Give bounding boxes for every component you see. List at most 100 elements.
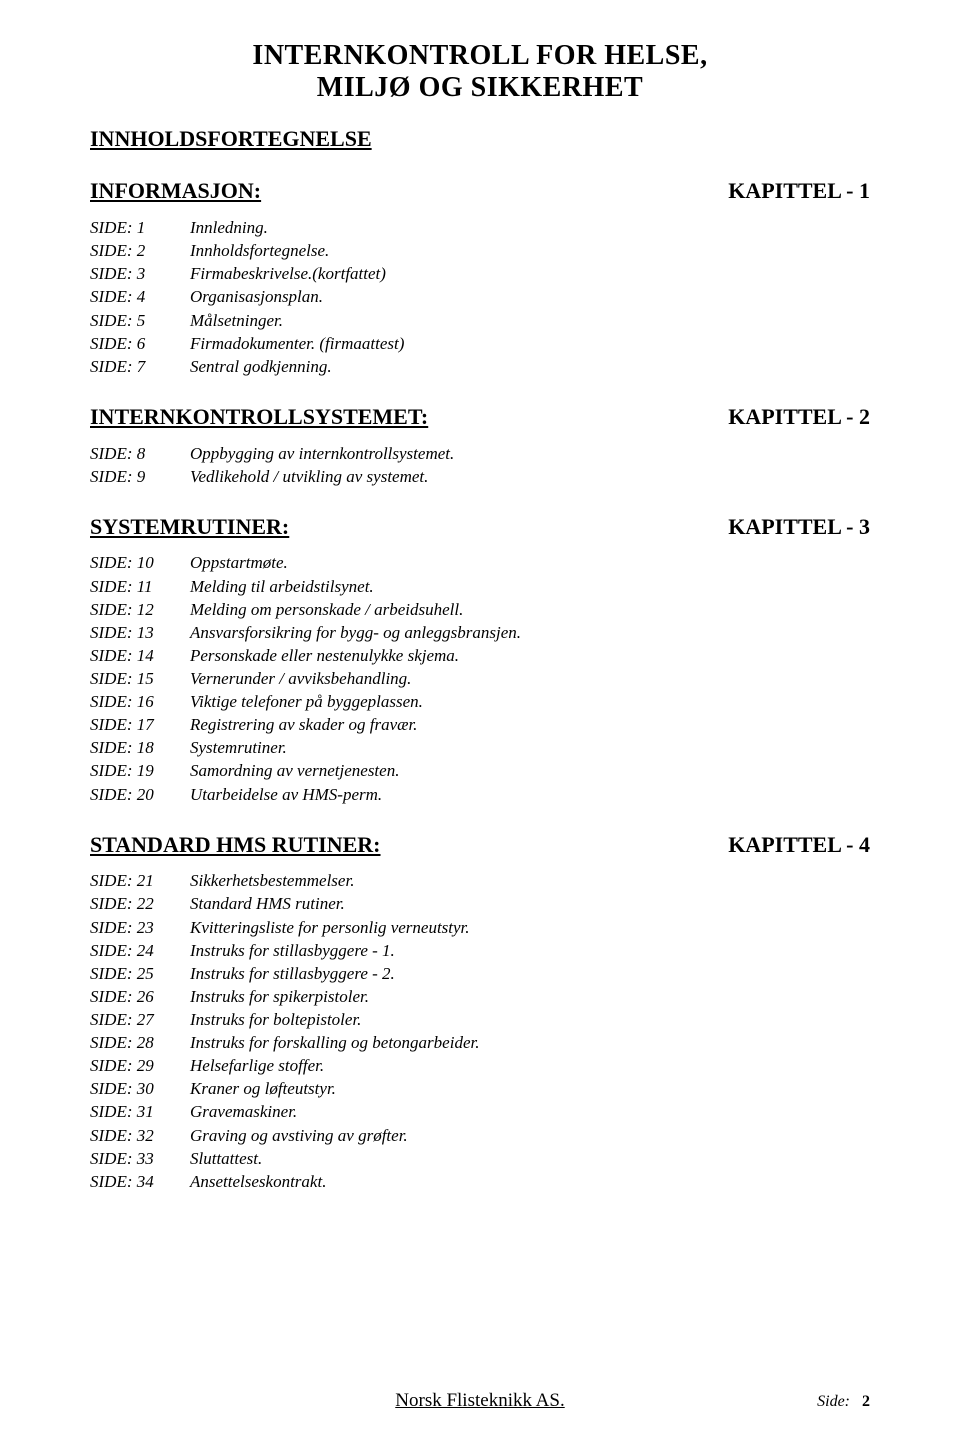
- toc-row: SIDE: 9Vedlikehold / utvikling av system…: [90, 465, 870, 488]
- chapter-label: KAPITTEL - 4: [728, 830, 870, 860]
- toc-row: SIDE: 33Sluttattest.: [90, 1147, 870, 1170]
- side-label: SIDE: 31: [90, 1100, 190, 1123]
- toc-row: SIDE: 6Firmadokumenter. (firmaattest): [90, 332, 870, 355]
- side-label: SIDE: 23: [90, 916, 190, 939]
- side-description: Firmabeskrivelse.(kortfattet): [190, 262, 386, 285]
- side-label: SIDE: 11: [90, 575, 190, 598]
- toc-row: SIDE: 16Viktige telefoner på byggeplasse…: [90, 690, 870, 713]
- toc-row: SIDE: 13Ansvarsforsikring for bygg- og a…: [90, 621, 870, 644]
- section-header-row: STANDARD HMS RUTINER: KAPITTEL - 4: [90, 808, 870, 870]
- side-label: SIDE: 30: [90, 1077, 190, 1100]
- toc-row: SIDE: 34Ansettelseskontrakt.: [90, 1170, 870, 1193]
- toc-row: SIDE: 26Instruks for spikerpistoler.: [90, 985, 870, 1008]
- sections-container: INFORMASJON:KAPITTEL - 1SIDE: 1Innlednin…: [90, 162, 870, 1192]
- section-header-row: SYSTEMRUTINER:KAPITTEL - 3: [90, 490, 870, 552]
- toc-row: SIDE: 22Standard HMS rutiner.: [90, 892, 870, 915]
- title-line-2: MILJØ OG SIKKERHET: [90, 72, 870, 104]
- side-label: SIDE: 1: [90, 216, 190, 239]
- side-list: SIDE: 21Sikkerhetsbestemmelser.SIDE: 22S…: [90, 869, 870, 1193]
- side-label: SIDE: 21: [90, 869, 190, 892]
- side-description: Kraner og løfteutstyr.: [190, 1077, 336, 1100]
- side-label: SIDE: 16: [90, 690, 190, 713]
- side-label: SIDE: 13: [90, 621, 190, 644]
- side-label: SIDE: 17: [90, 713, 190, 736]
- toc-row: SIDE: 5Målsetninger.: [90, 309, 870, 332]
- side-description: Instruks for spikerpistoler.: [190, 985, 369, 1008]
- side-label: SIDE: 32: [90, 1124, 190, 1147]
- toc-row: SIDE: 4Organisasjonsplan.: [90, 285, 870, 308]
- side-list: SIDE: 10Oppstartmøte.SIDE: 11Melding til…: [90, 551, 870, 805]
- side-description: Sentral godkjenning.: [190, 355, 332, 378]
- side-label: SIDE: 26: [90, 985, 190, 1008]
- side-description: Instruks for boltepistoler.: [190, 1008, 361, 1031]
- toc-row: SIDE: 15Vernerunder / avviksbehandling.: [90, 667, 870, 690]
- page-footer: Norsk Flisteknikk AS. Side: 2: [0, 1390, 960, 1412]
- side-label: SIDE: 24: [90, 939, 190, 962]
- toc-row: SIDE: 14Personskade eller nestenulykke s…: [90, 644, 870, 667]
- side-description: Innholdsfortegnelse.: [190, 239, 329, 262]
- side-description: Vernerunder / avviksbehandling.: [190, 667, 411, 690]
- side-label: SIDE: 8: [90, 442, 190, 465]
- toc-row: SIDE: 8Oppbygging av internkontrollsyste…: [90, 442, 870, 465]
- side-description: Innledning.: [190, 216, 268, 239]
- side-description: Systemrutiner.: [190, 736, 287, 759]
- side-description: Helsefarlige stoffer.: [190, 1054, 324, 1077]
- side-label: SIDE: 4: [90, 285, 190, 308]
- side-label: SIDE: 29: [90, 1054, 190, 1077]
- footer-right: Side: 2: [610, 1393, 870, 1411]
- toc-row: SIDE: 17Registrering av skader og fravær…: [90, 713, 870, 736]
- side-label: SIDE: 20: [90, 783, 190, 806]
- toc-row: SIDE: 19Samordning av vernetjenesten.: [90, 759, 870, 782]
- side-description: Instruks for stillasbyggere - 1.: [190, 939, 395, 962]
- toc-row: SIDE: 32Graving og avstiving av grøfter.: [90, 1124, 870, 1147]
- side-label: SIDE: 25: [90, 962, 190, 985]
- side-description: Målsetninger.: [190, 309, 283, 332]
- footer-center: Norsk Flisteknikk AS.: [350, 1390, 610, 1412]
- footer-page-number: 2: [862, 1393, 870, 1410]
- section-header-row: INTERNKONTROLLSYSTEMET:KAPITTEL - 2: [90, 380, 870, 442]
- side-description: Oppstartmøte.: [190, 551, 288, 574]
- side-label: SIDE: 28: [90, 1031, 190, 1054]
- side-list: SIDE: 1Innledning.SIDE: 2Innholdsfortegn…: [90, 216, 870, 378]
- side-label: SIDE: 7: [90, 355, 190, 378]
- toc-row: SIDE: 21Sikkerhetsbestemmelser.: [90, 869, 870, 892]
- side-description: Firmadokumenter. (firmaattest): [190, 332, 404, 355]
- side-description: Personskade eller nestenulykke skjema.: [190, 644, 459, 667]
- toc-row: SIDE: 27Instruks for boltepistoler.: [90, 1008, 870, 1031]
- toc-row: SIDE: 10Oppstartmøte.: [90, 551, 870, 574]
- section-heading: STANDARD HMS RUTINER:: [90, 830, 381, 860]
- toc-row: SIDE: 24Instruks for stillasbyggere - 1.: [90, 939, 870, 962]
- side-description: Graving og avstiving av grøfter.: [190, 1124, 408, 1147]
- side-description: Vedlikehold / utvikling av systemet.: [190, 465, 428, 488]
- side-description: Registrering av skader og fravær.: [190, 713, 417, 736]
- side-label: SIDE: 5: [90, 309, 190, 332]
- side-label: SIDE: 27: [90, 1008, 190, 1031]
- side-description: Organisasjonsplan.: [190, 285, 323, 308]
- side-description: Samordning av vernetjenesten.: [190, 759, 399, 782]
- side-description: Oppbygging av internkontrollsystemet.: [190, 442, 454, 465]
- side-description: Utarbeidelse av HMS-perm.: [190, 783, 382, 806]
- side-label: SIDE: 34: [90, 1170, 190, 1193]
- side-description: Sikkerhetsbestemmelser.: [190, 869, 354, 892]
- section-header-row: INFORMASJON:KAPITTEL - 1: [90, 162, 870, 216]
- side-description: Melding til arbeidstilsynet.: [190, 575, 374, 598]
- toc-row: SIDE: 23Kvitteringsliste for personlig v…: [90, 916, 870, 939]
- toc-header: INNHOLDSFORTEGNELSE: [90, 126, 870, 152]
- document-title: INTERNKONTROLL FOR HELSE, MILJØ OG SIKKE…: [90, 40, 870, 104]
- toc-row: SIDE: 28Instruks for forskalling og beto…: [90, 1031, 870, 1054]
- toc-row: SIDE: 29Helsefarlige stoffer.: [90, 1054, 870, 1077]
- side-description: Instruks for forskalling og betongarbeid…: [190, 1031, 479, 1054]
- side-label: SIDE: 33: [90, 1147, 190, 1170]
- side-label: SIDE: 9: [90, 465, 190, 488]
- side-label: SIDE: 22: [90, 892, 190, 915]
- side-list: SIDE: 8Oppbygging av internkontrollsyste…: [90, 442, 870, 488]
- side-description: Kvitteringsliste for personlig verneutst…: [190, 916, 470, 939]
- side-label: SIDE: 2: [90, 239, 190, 262]
- toc-row: SIDE: 30Kraner og løfteutstyr.: [90, 1077, 870, 1100]
- footer-side-label: Side:: [817, 1393, 850, 1410]
- toc-row: SIDE: 11Melding til arbeidstilsynet.: [90, 575, 870, 598]
- side-description: Instruks for stillasbyggere - 2.: [190, 962, 395, 985]
- chapter-label: KAPITTEL - 2: [728, 402, 870, 432]
- toc-row: SIDE: 20Utarbeidelse av HMS-perm.: [90, 783, 870, 806]
- page: INTERNKONTROLL FOR HELSE, MILJØ OG SIKKE…: [0, 0, 960, 1440]
